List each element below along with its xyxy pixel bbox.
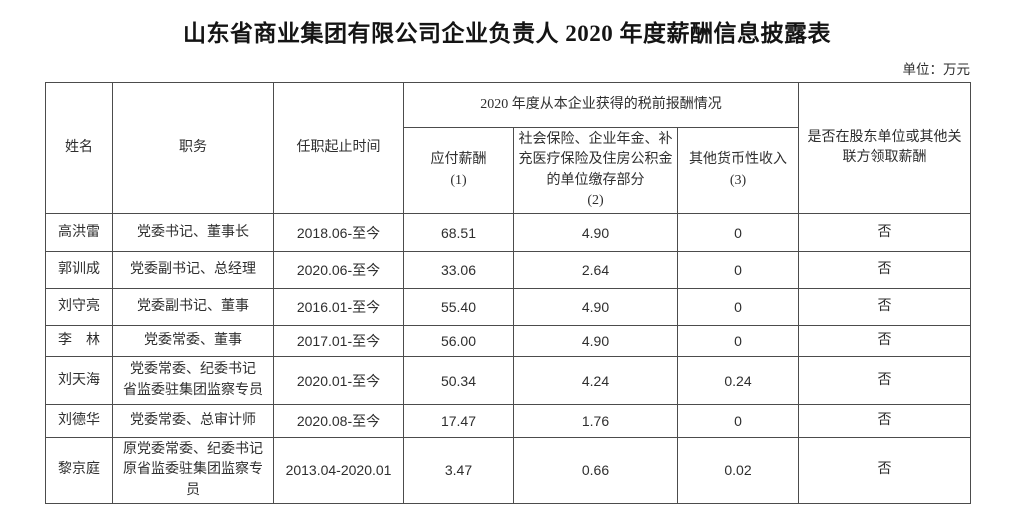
cell-other: 0 (677, 325, 799, 358)
cell-name: 高洪雷 (45, 213, 113, 253)
cell-tenure: 2020.01-至今 (273, 356, 404, 406)
cell-tenure: 2016.01-至今 (273, 288, 404, 327)
cell-payable: 17.47 (403, 404, 514, 439)
header-position: 职务 (112, 81, 274, 215)
cell-other: 0.02 (677, 437, 799, 505)
header-tenure: 任职起止时间 (273, 81, 404, 215)
unit-label: 单位：万元 (902, 62, 971, 77)
header-shareholder: 是否在股东单位或其他关联方领取薪酬 (798, 81, 971, 215)
cell-social: 4.24 (513, 356, 678, 406)
cell-name: 刘天海 (45, 356, 113, 406)
cell-payable: 50.34 (403, 356, 514, 406)
cell-position: 原党委常委、纪委书记 原省监委驻集团监察专员 (112, 437, 274, 505)
cell-social: 4.90 (513, 213, 678, 253)
header-payable-label: 应付薪酬 (430, 152, 487, 168)
cell-shareholder: 否 (798, 213, 971, 253)
table-row: 刘天海 党委常委、纪委书记 省监委驻集团监察专员 2020.01-至今 50.3… (45, 356, 971, 406)
cell-position: 党委书记、董事长 (112, 213, 274, 253)
header-compensation-group: 2020 年度从本企业获得的税前报酬情况 (403, 82, 799, 128)
cell-shareholder: 否 (798, 251, 971, 290)
cell-name: 李 林 (45, 325, 113, 358)
table-row: 黎京庭 原党委常委、纪委书记 原省监委驻集团监察专员 2013.04-2020.… (45, 437, 971, 505)
cell-tenure: 2013.04-2020.01 (273, 437, 404, 505)
cell-payable: 68.51 (403, 213, 514, 253)
cell-shareholder: 否 (798, 356, 971, 406)
header-social: 社会保险、企业年金、补充医疗保险及住房公积金的单位缴存部分 (2) (513, 126, 678, 215)
header-name: 姓名 (45, 81, 113, 215)
cell-payable: 56.00 (403, 325, 514, 358)
cell-position: 党委副书记、总经理 (112, 251, 274, 290)
header-payable: 应付薪酬 (1) (403, 126, 514, 215)
header-other: 其他货币性收入 (3) (677, 126, 799, 215)
header-social-label: 社会保险、企业年金、补充医疗保险及住房公积金的单位缴存部分 (518, 132, 673, 188)
cell-tenure: 2020.06-至今 (273, 251, 404, 290)
cell-name: 郭训成 (45, 251, 113, 290)
header-social-num: (2) (587, 192, 604, 208)
table-row: 郭训成 党委副书记、总经理 2020.06-至今 33.06 2.64 0 否 (45, 251, 971, 290)
cell-position: 党委常委、董事 (112, 325, 274, 358)
cell-payable: 3.47 (403, 437, 514, 505)
cell-shareholder: 否 (798, 325, 971, 358)
cell-social: 0.66 (513, 437, 678, 505)
cell-other: 0.24 (677, 356, 799, 406)
cell-name: 刘德华 (45, 404, 113, 439)
cell-shareholder: 否 (798, 288, 971, 327)
cell-other: 0 (677, 213, 799, 253)
cell-position: 党委常委、总审计师 (112, 404, 274, 439)
cell-payable: 55.40 (403, 288, 514, 327)
cell-shareholder: 否 (798, 437, 971, 505)
cell-payable: 33.06 (403, 251, 514, 290)
cell-position: 党委常委、纪委书记 省监委驻集团监察专员 (112, 356, 274, 406)
cell-social: 4.90 (513, 325, 678, 358)
header-payable-num: (1) (450, 172, 467, 188)
cell-name: 刘守亮 (45, 288, 113, 327)
cell-social: 1.76 (513, 404, 678, 439)
cell-other: 0 (677, 288, 799, 327)
cell-shareholder: 否 (798, 404, 971, 439)
table-row: 刘守亮 党委副书记、董事 2016.01-至今 55.40 4.90 0 否 (45, 288, 971, 327)
cell-social: 2.64 (513, 251, 678, 290)
table-row: 刘德华 党委常委、总审计师 2020.08-至今 17.47 1.76 0 否 (45, 404, 971, 439)
header-other-num: (3) (729, 172, 747, 188)
header-other-label: 其他货币性收入 (689, 152, 787, 168)
cell-name: 黎京庭 (45, 437, 113, 505)
cell-tenure: 2017.01-至今 (273, 325, 404, 358)
table-row: 高洪雷 党委书记、董事长 2018.06-至今 68.51 4.90 0 否 (45, 213, 971, 253)
cell-tenure: 2020.08-至今 (273, 404, 404, 439)
table-row: 李 林 党委常委、董事 2017.01-至今 56.00 4.90 0 否 (45, 325, 971, 358)
page-title: 山东省商业集团有限公司企业负责人 2020 年度薪酬信息披露表 (183, 21, 831, 46)
cell-tenure: 2018.06-至今 (273, 213, 404, 253)
cell-other: 0 (677, 251, 799, 290)
cell-other: 0 (677, 404, 799, 439)
salary-disclosure-table: 姓名 职务 任职起止时间 2020 年度从本企业获得的税前报酬情况 是否在股东单… (45, 81, 971, 505)
cell-social: 4.90 (513, 288, 678, 327)
cell-position: 党委副书记、董事 (112, 288, 274, 327)
